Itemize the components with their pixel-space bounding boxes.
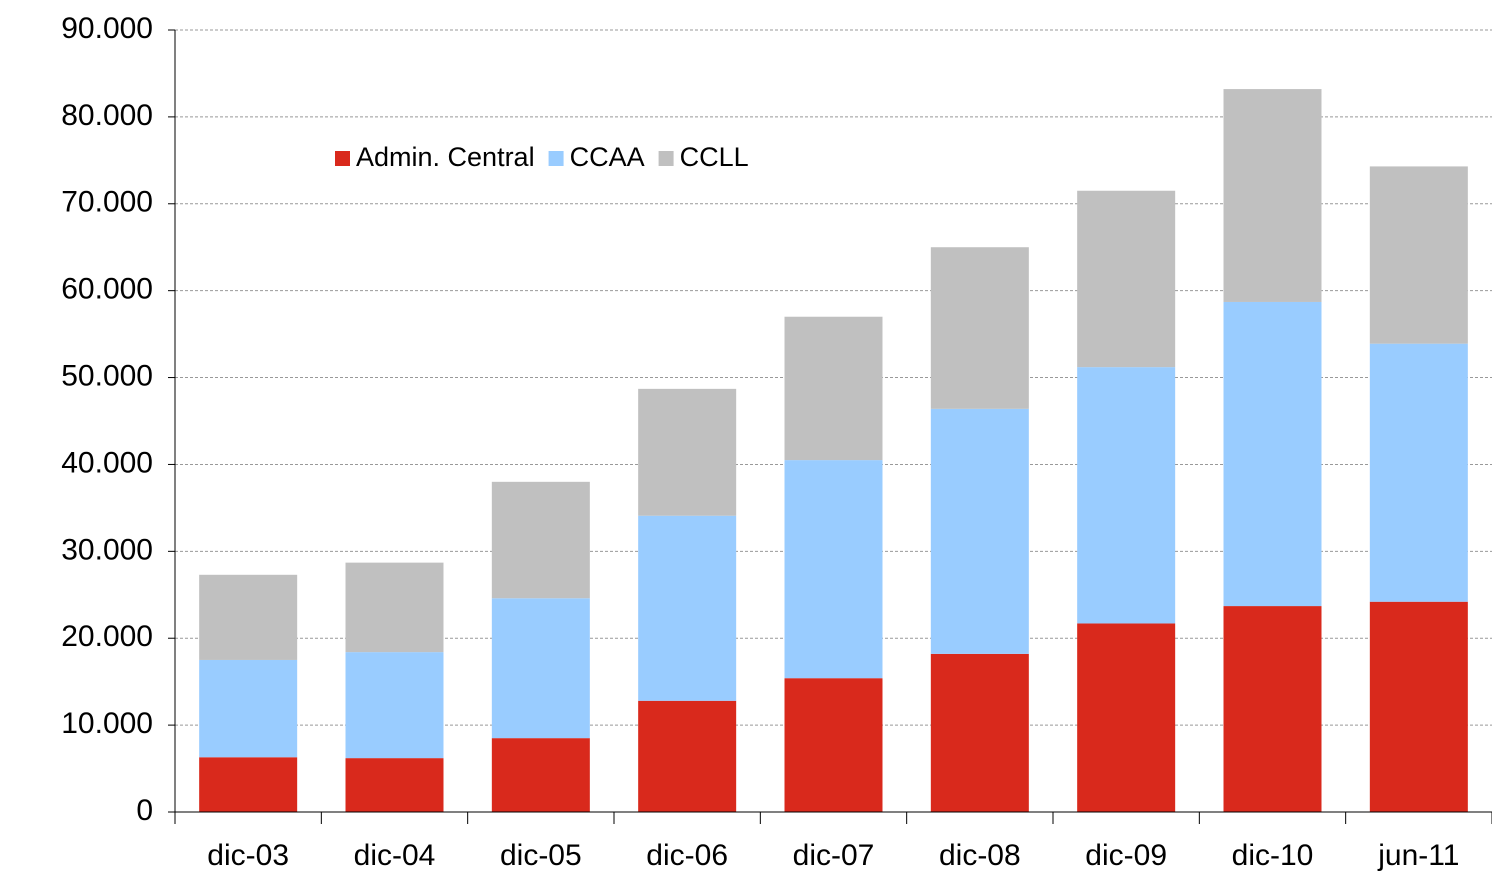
y-tick-label: 50.000 <box>61 359 153 392</box>
bar-segment <box>930 408 1029 654</box>
bar-segment <box>1077 190 1176 368</box>
x-tick-label: dic-05 <box>500 839 582 872</box>
bar-segment <box>199 757 298 812</box>
x-tick-label: jun-11 <box>1377 839 1459 872</box>
bar-segment <box>491 738 590 812</box>
bar-segment <box>345 562 444 653</box>
bar-segment <box>1077 623 1176 812</box>
bar-segment <box>1369 601 1468 812</box>
legend-label: CCLL <box>680 142 749 172</box>
x-tick-label: dic-07 <box>793 839 875 872</box>
bar-segment <box>199 659 298 758</box>
x-tick-label: dic-10 <box>1232 839 1314 872</box>
x-tick-label: dic-03 <box>207 839 289 872</box>
bar-segment <box>784 316 883 461</box>
bar-segment <box>199 574 298 660</box>
x-tick-label: dic-09 <box>1085 839 1167 872</box>
y-tick-label: 40.000 <box>61 446 153 479</box>
bar-segment <box>345 652 444 759</box>
y-tick-label: 60.000 <box>61 273 153 306</box>
bar-segment <box>930 653 1029 812</box>
bar-segment <box>1223 89 1322 302</box>
bar-segment <box>1369 166 1468 344</box>
y-tick-label: 0 <box>136 794 153 827</box>
legend-swatch <box>658 151 674 166</box>
y-tick-label: 70.000 <box>61 186 153 219</box>
legend-label: Admin. Central <box>356 142 535 172</box>
bar-segment <box>491 481 590 599</box>
y-tick-label: 90.000 <box>61 12 153 45</box>
y-tick-label: 10.000 <box>61 707 153 740</box>
bar-segment <box>491 598 590 739</box>
legend-swatch <box>548 151 564 166</box>
bar-segment <box>638 388 737 516</box>
legend-label: CCAA <box>570 142 645 172</box>
x-tick-label: dic-04 <box>354 839 436 872</box>
y-tick-label: 30.000 <box>61 533 153 566</box>
bar-segment <box>784 678 883 812</box>
bar-segment <box>1223 606 1322 812</box>
x-tick-label: dic-06 <box>646 839 728 872</box>
bar-segment <box>345 758 444 812</box>
bar-segment <box>1223 301 1322 607</box>
y-tick-label: 80.000 <box>61 99 153 132</box>
x-tick-label: dic-08 <box>939 839 1021 872</box>
bar-segment <box>1369 343 1468 602</box>
y-tick-label: 20.000 <box>61 620 153 653</box>
bar-segment <box>930 247 1029 409</box>
bar-segment <box>1077 367 1176 624</box>
legend-swatch <box>335 151 350 166</box>
bar-segment <box>784 460 883 679</box>
bar-segment <box>638 700 737 812</box>
bar-segment <box>638 515 737 701</box>
